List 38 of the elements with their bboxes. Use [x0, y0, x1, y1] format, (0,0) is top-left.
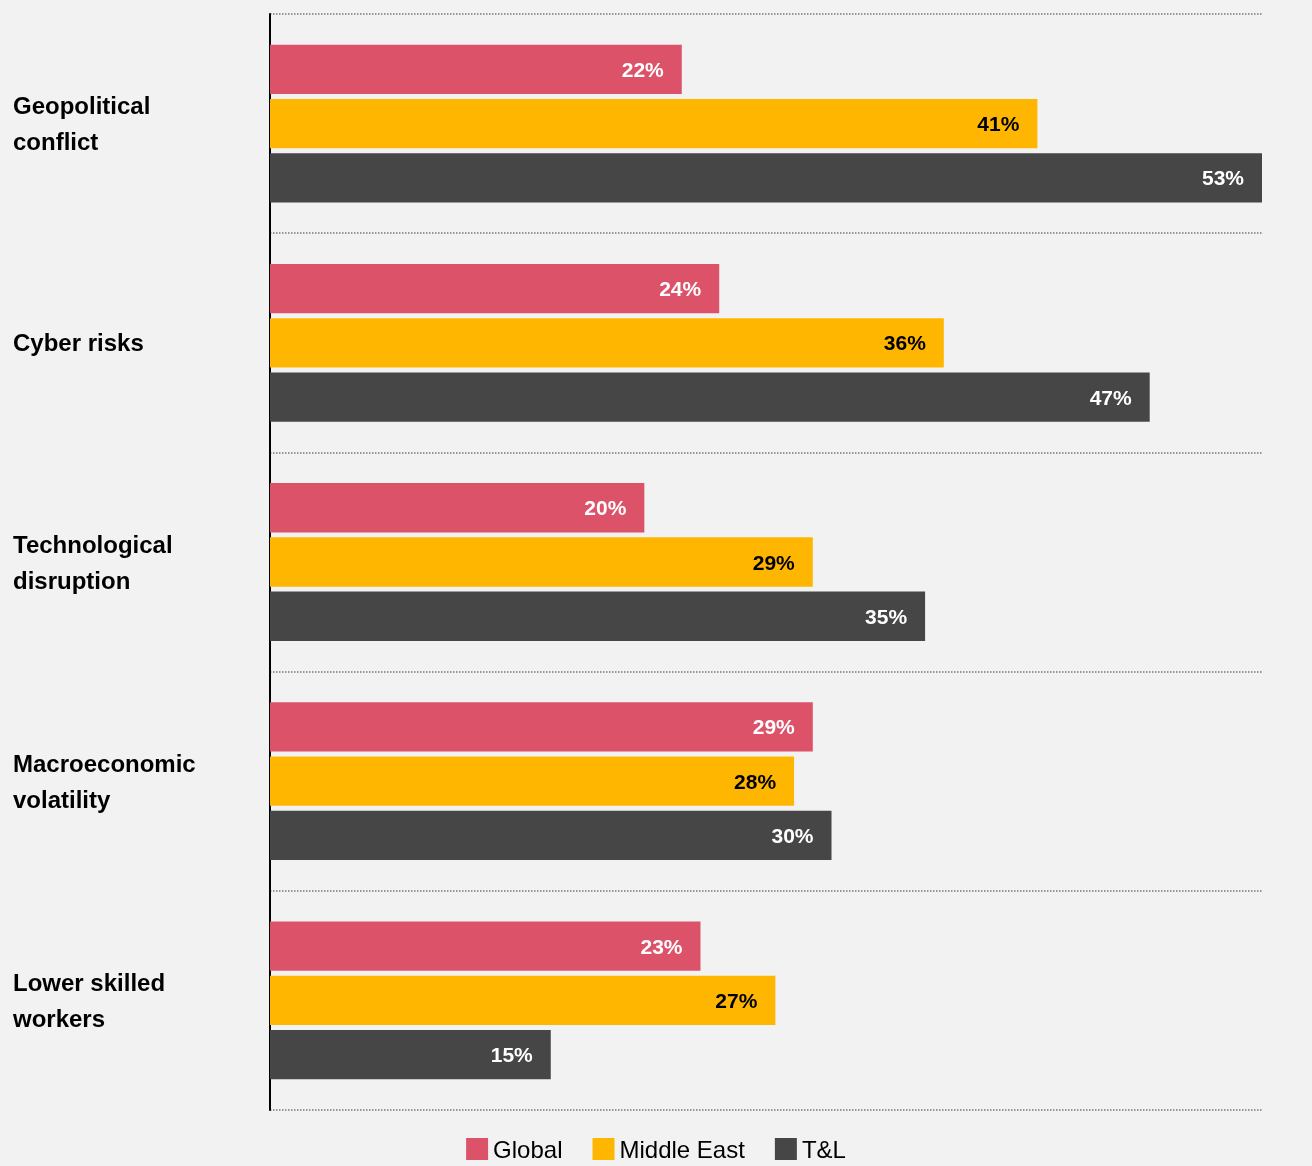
data-label: 29% — [752, 550, 796, 574]
data-label: 20% — [584, 496, 627, 520]
bar — [270, 921, 701, 971]
data-label: 35% — [865, 604, 908, 628]
data-label: 41% — [977, 112, 1020, 136]
data-label: 27% — [715, 988, 758, 1012]
data-label: 53% — [1201, 166, 1245, 190]
bar — [270, 702, 813, 752]
data-label: 47% — [1089, 385, 1133, 409]
bar — [270, 810, 832, 861]
y-tick-label: Macroeconomic volatility — [13, 749, 203, 813]
bar — [270, 537, 813, 587]
legend-label: Global — [493, 1135, 563, 1163]
y-tick-label: Technological disruption — [13, 530, 180, 594]
data-label: 28% — [734, 769, 777, 793]
data-label: 15% — [490, 1043, 534, 1067]
legend-label: T&L — [801, 1135, 846, 1163]
data-label: 23% — [640, 934, 683, 958]
bar — [270, 1029, 551, 1080]
data-label: 30% — [771, 823, 814, 847]
bar — [270, 263, 720, 314]
legend-label: Middle East — [619, 1135, 746, 1163]
bar — [270, 591, 926, 641]
y-tick-label: Geopolitical conflict — [13, 92, 158, 156]
bar — [270, 153, 1262, 203]
data-label: 29% — [752, 715, 796, 739]
bar — [270, 44, 682, 95]
y-tick-label: Lower skilled workers — [12, 968, 172, 1032]
data-label: 24% — [659, 277, 702, 301]
y-tick-label: Cyber risks — [13, 329, 144, 357]
bar — [270, 318, 944, 368]
bar — [270, 756, 795, 806]
bar — [270, 372, 1150, 422]
data-label: 22% — [621, 57, 665, 81]
data-label: 36% — [883, 331, 927, 355]
bar — [270, 98, 1038, 149]
bar — [270, 975, 776, 1026]
bar — [270, 483, 645, 533]
